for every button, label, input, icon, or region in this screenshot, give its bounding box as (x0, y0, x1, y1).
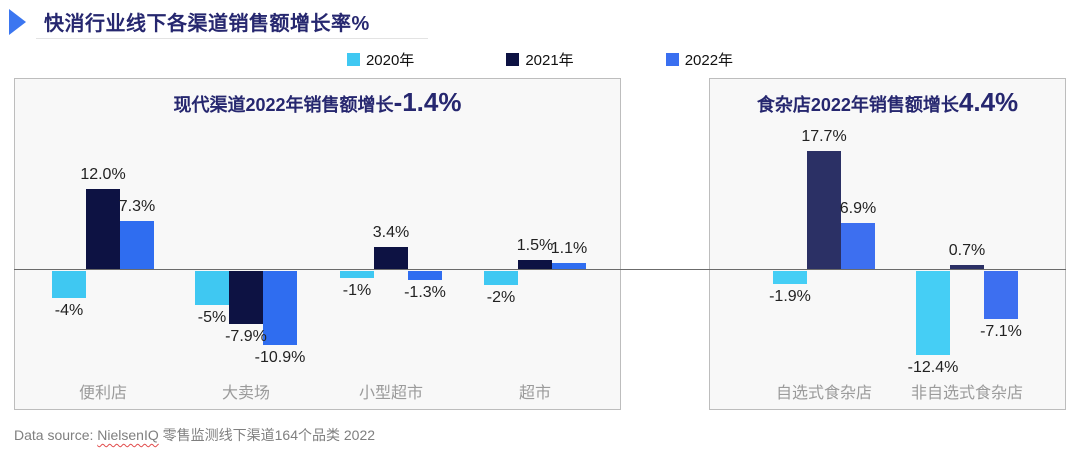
bar-value-label: 1.5% (516, 237, 554, 254)
bar-value-label: 0.7% (948, 242, 986, 259)
page-title: 快消行业线下各渠道销售额增长率% (44, 13, 370, 35)
legend-swatch-icon (506, 52, 520, 66)
bar-2021年-自选式食杂店 (807, 151, 841, 270)
bar-2021年-超市 (518, 260, 552, 270)
bar-value-label: 6.9% (839, 200, 877, 217)
category-label-自选式食杂店: 自选式食杂店 (775, 385, 872, 402)
panel-grocery-header-text: 食杂店2022年销售额增长 (756, 95, 959, 115)
bar-2020年-小型超市 (340, 271, 374, 278)
chart-legend: 2020年 2021年 2022年 (0, 48, 1080, 70)
panel-modern-header-value: -1.4% (393, 87, 462, 117)
panel-grocery-header-value: 4.4% (958, 87, 1019, 117)
panel-grocery-header: 食杂店2022年销售额增长4.4% (710, 87, 1065, 118)
bar-2021年-小型超市 (374, 247, 408, 270)
bar-2020年-自选式食杂店 (773, 271, 807, 284)
bar-value-label: 7.3% (118, 198, 156, 215)
bar-2020年-超市 (484, 271, 518, 285)
legend-item-2022年: 2022年 (665, 49, 734, 70)
category-label-小型超市: 小型超市 (358, 385, 423, 402)
bar-2022年-便利店 (120, 221, 154, 270)
bar-2021年-非自选式食杂店 (950, 265, 984, 270)
bar-value-label: -5% (197, 309, 227, 326)
bar-chart-modern: -4% 12.0% 7.3% 便利店 -5% -7.9% -10.9% 大卖场 -1% 3.4% -… (15, 79, 620, 409)
bar-value-label: -10.9% (254, 349, 306, 366)
data-source-name: NielsenIQ (97, 427, 159, 443)
data-source-prefix: Data source: (14, 427, 98, 443)
data-source-suffix: 零售监测线下渠道164个品类 2022 (158, 427, 376, 443)
legend-item-2020年: 2020年 (346, 49, 415, 70)
legend-label: 2022年 (684, 51, 734, 69)
bar-value-label: 17.7% (801, 128, 847, 145)
play-triangle-icon (9, 9, 26, 35)
category-label-大卖场: 大卖场 (221, 385, 270, 402)
panel-grocery: 食杂店2022年销售额增长4.4% -1.9% 17.7% 6.9% 自选式食杂店 -1… (709, 78, 1066, 410)
panel-modern-header: 现代渠道2022年销售额增长-1.4% (15, 87, 620, 118)
title-underline (36, 38, 428, 39)
legend-swatch-icon (665, 52, 679, 66)
panel-modern-channels: 现代渠道2022年销售额增长-1.4% -4% 12.0% 7.3% 便利店 -5% -7… (14, 78, 621, 410)
legend-item-2021年: 2021年 (506, 49, 574, 70)
bar-chart-grocery: -1.9% 17.7% 6.9% 自选式食杂店 -12.4% 0.7% -7.1% 非自选式食… (710, 79, 1065, 409)
bar-2022年-自选式食杂店 (841, 223, 875, 270)
bar-2022年-小型超市 (408, 271, 442, 280)
legend-label: 2020年 (365, 51, 415, 69)
bar-value-label: -12.4% (907, 359, 959, 376)
category-label-非自选式食杂店: 非自选式食杂店 (910, 385, 1023, 402)
bar-value-label: -1.3% (404, 284, 446, 301)
bar-2020年-便利店 (52, 271, 86, 298)
bar-2021年-大卖场 (229, 271, 263, 324)
data-source-note: Data source: NielsenIQ 零售监测线下渠道164个品类 20… (14, 425, 375, 445)
category-label-便利店: 便利店 (78, 385, 127, 402)
bar-value-label: -7.1% (980, 323, 1022, 340)
category-label-超市: 超市 (518, 385, 551, 402)
bar-value-label: -1.9% (769, 288, 811, 305)
bar-value-label: -1% (342, 282, 372, 299)
bar-2020年-非自选式食杂店 (916, 271, 950, 355)
bar-2022年-超市 (552, 263, 586, 270)
bar-value-label: 3.4% (372, 224, 410, 241)
title-bar: 快消行业线下各渠道销售额增长率% (0, 0, 1080, 44)
bar-value-label: -2% (486, 289, 516, 306)
bar-value-label: -7.9% (225, 328, 267, 345)
legend-label: 2021年 (525, 51, 574, 69)
bar-value-label: 1.1% (550, 240, 588, 257)
bar-2021年-便利店 (86, 189, 120, 270)
bar-2022年-大卖场 (263, 271, 297, 345)
panel-modern-header-text: 现代渠道2022年销售额增长 (173, 95, 394, 115)
legend-swatch-icon (346, 52, 360, 66)
bar-value-label: -4% (54, 302, 84, 319)
bar-2022年-非自选式食杂店 (984, 271, 1018, 319)
bar-2020年-大卖场 (195, 271, 229, 305)
charts-row: 现代渠道2022年销售额增长-1.4% -4% 12.0% 7.3% 便利店 -5% -7… (14, 78, 1066, 410)
bar-value-label: 12.0% (80, 166, 126, 183)
zero-axis-line (14, 269, 1066, 270)
